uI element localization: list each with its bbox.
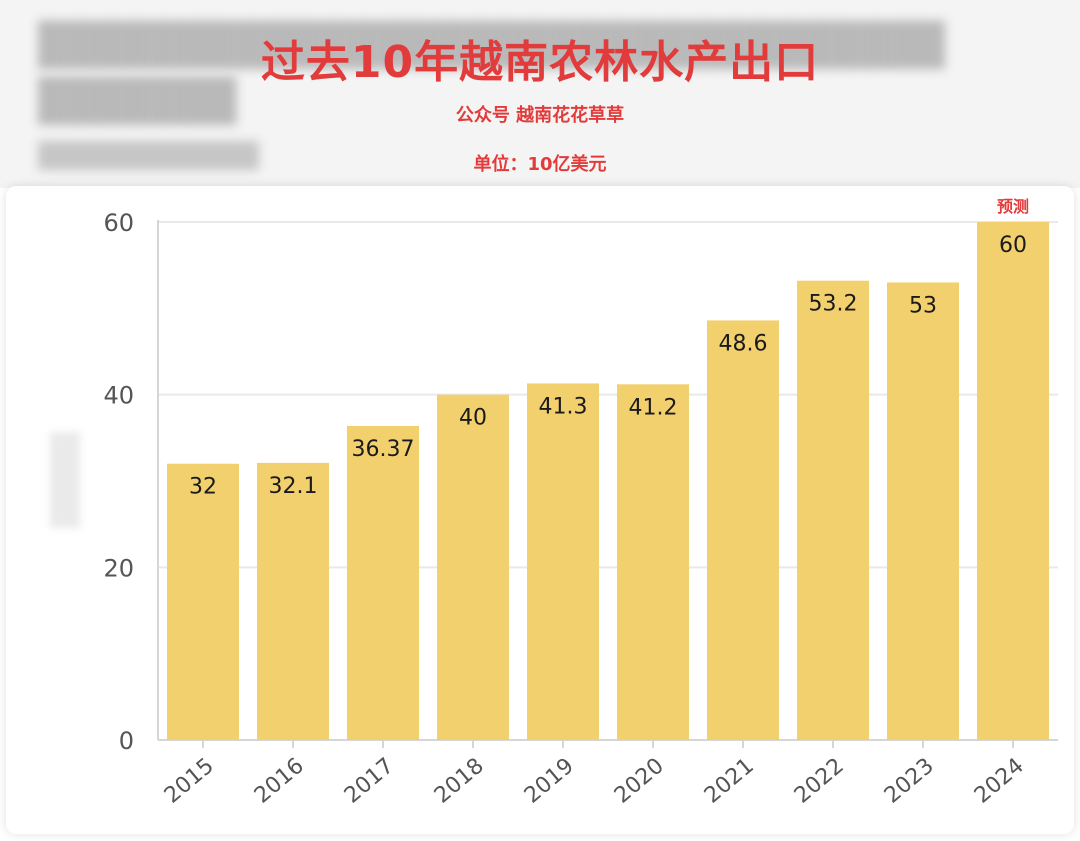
y-tick-label: 0 bbox=[119, 727, 134, 755]
bar-2016 bbox=[257, 462, 329, 740]
bar-2015 bbox=[167, 463, 239, 740]
x-tick-label-2017: 2017 bbox=[340, 753, 399, 808]
x-tick-label-2019: 2019 bbox=[520, 753, 579, 808]
bar-2017 bbox=[347, 426, 419, 740]
blurred-background-text: ████████████████████████████████ bbox=[38, 22, 945, 66]
bar-2020 bbox=[617, 384, 689, 740]
bar-2018 bbox=[437, 394, 509, 740]
data-label-2024: 60 bbox=[999, 233, 1027, 258]
x-tick-label-2018: 2018 bbox=[430, 753, 489, 808]
x-tick-label-2015: 2015 bbox=[160, 753, 219, 808]
blurred-background-text: █████████████ bbox=[38, 142, 260, 169]
header-band bbox=[0, 0, 1080, 188]
y-axis: 0 20 40 60 bbox=[103, 209, 159, 755]
bar-2022 bbox=[797, 280, 869, 740]
page-subtitle: 公众号 越南花花草草 bbox=[455, 105, 625, 126]
data-labels: 32 32.1 36.37 40 41.3 41.2 48.6 53.2 53 60 bbox=[189, 233, 1027, 500]
bar-2019 bbox=[527, 383, 599, 740]
data-label-2022: 53.2 bbox=[809, 292, 858, 317]
forecast-annotation: 预测 bbox=[997, 197, 1029, 216]
x-tick-label-2016: 2016 bbox=[250, 753, 309, 808]
y-tick-label: 40 bbox=[103, 382, 134, 410]
x-axis: 2015 2016 2017 2018 2019 2020 2021 2022 2023 2024 bbox=[160, 740, 1029, 809]
data-label-2015: 32 bbox=[189, 475, 217, 500]
data-label-2016: 32.1 bbox=[269, 474, 318, 499]
y-tick-label: 20 bbox=[103, 554, 134, 582]
x-tick-label-2024: 2024 bbox=[970, 753, 1029, 808]
bar-2024 bbox=[977, 222, 1049, 740]
blurred-background-text: ███████ bbox=[38, 78, 237, 122]
unit-label: 单位：10亿美元 bbox=[473, 154, 607, 175]
data-label-2020: 41.2 bbox=[629, 395, 678, 420]
x-tick-label-2020: 2020 bbox=[610, 753, 669, 808]
x-tick-label-2022: 2022 bbox=[790, 753, 849, 808]
data-label-2018: 40 bbox=[459, 406, 487, 431]
bar-2023 bbox=[887, 282, 959, 740]
page-title: 过去10年越南农林水产出口 bbox=[260, 37, 820, 88]
y-tick-label: 60 bbox=[103, 209, 134, 237]
data-label-2021: 48.6 bbox=[719, 331, 768, 356]
data-label-2019: 41.3 bbox=[539, 394, 588, 419]
annotations: 预测 bbox=[997, 197, 1029, 216]
data-label-2017: 36.37 bbox=[352, 437, 415, 462]
bars bbox=[167, 222, 1049, 740]
x-tick-label-2021: 2021 bbox=[700, 753, 759, 808]
x-tick-label-2023: 2023 bbox=[880, 753, 939, 808]
blurred-axis-label bbox=[50, 432, 80, 528]
bar-2021 bbox=[707, 320, 779, 740]
data-label-2023: 53 bbox=[909, 293, 937, 318]
